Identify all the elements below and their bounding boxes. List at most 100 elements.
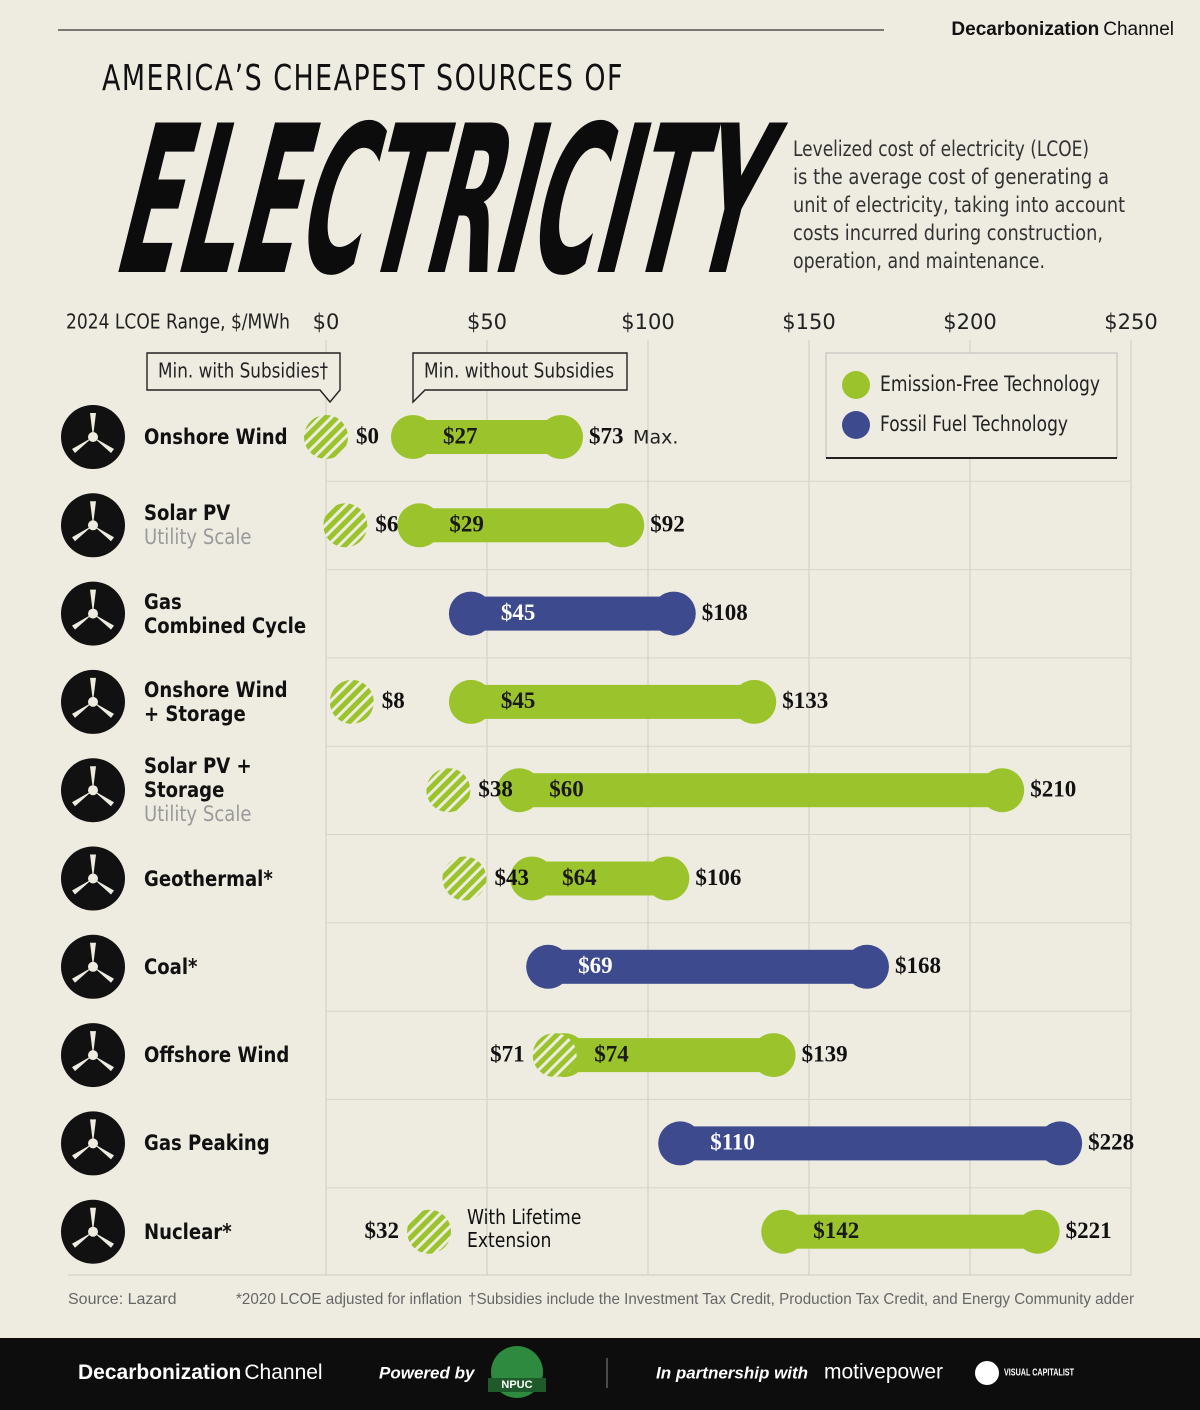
category-label-wrap: Geothermal* xyxy=(144,839,344,919)
max-point xyxy=(600,503,645,548)
subsidy-point xyxy=(532,1033,577,1078)
category-label-wrap: Nuclear* xyxy=(144,1192,344,1272)
category-label-wrap: Solar PV + Storage Utility Scale xyxy=(144,750,344,830)
x-tick-label: $250 xyxy=(1104,310,1157,334)
callout-no-subsidies: Min. without Subsidies xyxy=(412,352,628,404)
legend-box xyxy=(825,352,1118,459)
subsidy-label: $8 xyxy=(382,688,405,713)
icon-glyph xyxy=(72,589,114,630)
min-point xyxy=(510,856,555,901)
callout-label: Min. without Subsidies xyxy=(424,359,614,383)
legend-swatch xyxy=(842,371,870,399)
callout-subsidies: Min. with Subsidies† xyxy=(146,352,341,404)
max-label: $139 xyxy=(802,1041,848,1066)
description-line: is the average cost of generating a xyxy=(793,165,1109,189)
min-label: $110 xyxy=(710,1130,755,1155)
category-label-box: Onshore Wind xyxy=(144,397,344,477)
description: Levelized cost of electricity (LCOE) is t… xyxy=(793,137,1125,273)
range-bar xyxy=(419,508,623,543)
min-point xyxy=(497,768,542,813)
icon-glyph xyxy=(72,1119,114,1160)
footnote: *2020 LCOE adjusted for inflation xyxy=(236,1291,462,1308)
annotation-box: With Lifetime Extension xyxy=(467,1206,581,1252)
min-label: $27 xyxy=(443,423,478,448)
max-point xyxy=(651,591,696,636)
subsidy-label: $43 xyxy=(494,865,528,890)
category-label: Solar PV xyxy=(144,501,231,526)
category-label: Coal* xyxy=(144,954,198,979)
x-tick-label: $50 xyxy=(467,310,507,334)
row: Geothermal* $64 $106 $43 xyxy=(61,839,741,919)
npuc-band xyxy=(488,1378,546,1392)
category-label: Geothermal* xyxy=(144,866,273,891)
range-bar xyxy=(680,1126,1061,1161)
subsidy-point xyxy=(329,679,374,724)
min-point xyxy=(526,944,571,989)
legend-label: Emission-Free Technology xyxy=(880,372,1100,396)
icon-glyph xyxy=(72,677,114,718)
range-bar xyxy=(564,1038,774,1073)
max-label: $228 xyxy=(1088,1130,1134,1155)
category-label: Solar PV + Storage xyxy=(144,754,252,803)
category-label-wrap: Onshore Wind xyxy=(144,397,344,477)
min-label: $74 xyxy=(594,1041,629,1066)
max-label: $133 xyxy=(782,688,828,713)
category-label-wrap: Gas Combined Cycle xyxy=(144,574,344,654)
subsidy-label: $71 xyxy=(490,1041,525,1066)
title-main-group: ELECTRICITY xyxy=(98,83,798,321)
title-main: ELECTRICITY xyxy=(98,83,798,321)
max-point xyxy=(844,944,889,989)
max-point xyxy=(1015,1209,1060,1254)
subsidy-label: $32 xyxy=(365,1218,400,1243)
footnote: †Subsidies include the Investment Tax Cr… xyxy=(468,1291,1135,1308)
min-point xyxy=(658,1121,703,1166)
npuc-text: NPUC xyxy=(501,1379,532,1391)
max-point xyxy=(980,768,1025,813)
powered-by: Powered by xyxy=(379,1363,476,1382)
axis-label: 2024 LCOE Range, $/MWh xyxy=(66,310,290,334)
category-label-wrap: Coal* xyxy=(144,927,344,1007)
max-point xyxy=(1038,1121,1083,1166)
legend-label: Fossil Fuel Technology xyxy=(880,412,1068,436)
min-label: $64 xyxy=(562,865,597,890)
max-annotation: Max. xyxy=(633,427,678,449)
range-bar xyxy=(470,684,755,719)
row: Coal* $69 $168 xyxy=(61,927,941,1007)
subsidy-label: $38 xyxy=(478,776,513,801)
range-bar xyxy=(519,773,1003,808)
row: Onshore Wind $27 $73 Max. $0 xyxy=(61,397,678,477)
category-note: Utility Scale xyxy=(144,525,252,550)
subsidy-label: $6 xyxy=(375,512,398,537)
brand: Decarbonization Channel xyxy=(951,19,1174,40)
max-label: $221 xyxy=(1066,1218,1112,1243)
category-label: Offshore Wind xyxy=(144,1043,290,1068)
description-line: Levelized cost of electricity (LCOE) xyxy=(793,137,1089,161)
title-top: AMERICA’S CHEAPEST SOURCES OF xyxy=(102,58,624,99)
row: Onshore Wind + Storage $45 $133 $8 xyxy=(61,662,828,742)
icon-glyph xyxy=(72,766,114,807)
category-label-box: Coal* xyxy=(144,927,344,1007)
footer-bar xyxy=(0,1338,1200,1410)
range-bar xyxy=(783,1214,1038,1249)
range-bar xyxy=(548,949,867,984)
callout-label: Min. with Subsidies† xyxy=(158,359,328,383)
vc-logo xyxy=(975,1361,999,1385)
min-point xyxy=(397,503,442,548)
max-label: $210 xyxy=(1030,776,1076,801)
max-label: $108 xyxy=(702,600,748,625)
category-label: Gas Combined Cycle xyxy=(144,589,307,638)
min-label: $45 xyxy=(501,688,536,713)
category-label-wrap: Offshore Wind xyxy=(144,1015,344,1095)
subsidy-point xyxy=(304,415,348,459)
category-note: Utility Scale xyxy=(144,802,252,827)
subsidy-label: $0 xyxy=(356,423,379,448)
min-point xyxy=(448,591,493,636)
category-label-box: Offshore Wind xyxy=(144,1015,344,1095)
max-point xyxy=(539,415,584,459)
min-point xyxy=(390,415,435,459)
category-label-wrap: Onshore Wind + Storage xyxy=(144,662,344,742)
min-label: $45 xyxy=(501,600,536,625)
max-label: $168 xyxy=(895,953,941,978)
icon-glyph xyxy=(72,1031,114,1072)
